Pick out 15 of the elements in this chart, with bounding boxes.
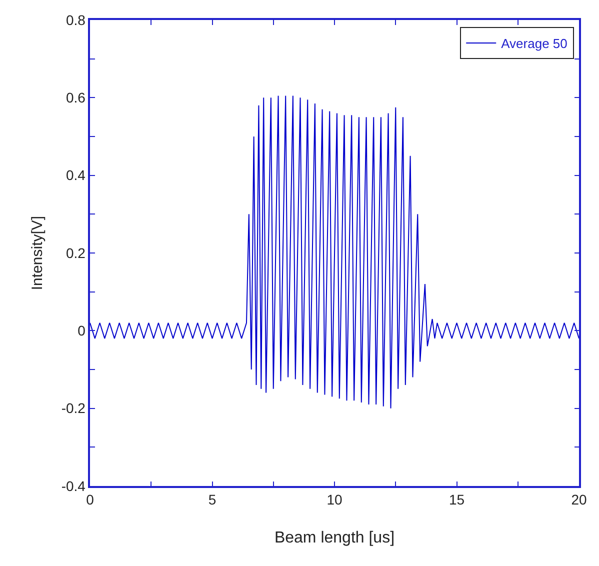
x-tick-label: 20 xyxy=(571,492,587,508)
y-axis-title: Intensity[V] xyxy=(29,216,46,290)
x-axis-title: Beam length [us] xyxy=(274,530,395,547)
y-tick-label: 0.6 xyxy=(66,90,86,106)
legend-label: Average 50 xyxy=(501,36,568,52)
y-tick-label: -0.4 xyxy=(61,478,86,494)
y-tick-label: 0 xyxy=(78,322,86,339)
x-tick-label: 10 xyxy=(326,492,342,508)
y-tick-label: 0.2 xyxy=(66,244,86,261)
x-tick-label: 5 xyxy=(208,492,216,508)
x-tick-label: 15 xyxy=(448,492,465,508)
y-tick-label: -0.2 xyxy=(61,400,86,416)
y-tick-label: 0.8 xyxy=(66,12,86,28)
line-series xyxy=(90,95,579,409)
y-tick-label: 0.4 xyxy=(66,167,86,184)
